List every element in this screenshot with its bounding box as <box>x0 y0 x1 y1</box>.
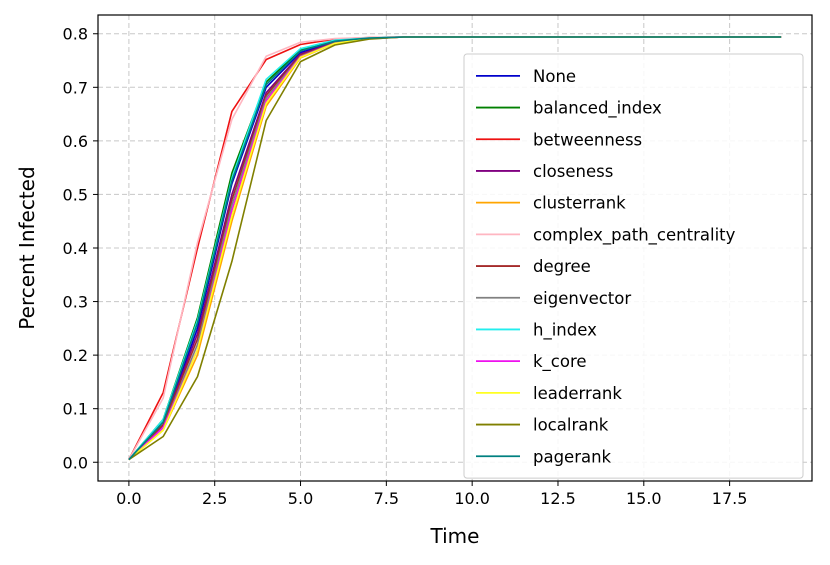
legend-label: k_core <box>533 352 587 372</box>
x-tick-label: 10.0 <box>454 489 490 508</box>
x-tick-label: 15.0 <box>626 489 662 508</box>
x-tick-label: 2.5 <box>202 489 227 508</box>
series-line-pagerank <box>128 36 782 461</box>
y-tick-label: 0.3 <box>63 293 88 312</box>
legend-label: closeness <box>533 162 613 181</box>
y-tick-label: 0.2 <box>63 346 88 365</box>
legend-box <box>463 53 804 479</box>
y-tick-label: 0.0 <box>63 453 88 472</box>
series-lines <box>128 36 782 461</box>
legend-label: h_index <box>533 320 597 340</box>
y-axis-title: Percent Infected <box>15 166 39 329</box>
x-tick-label: 7.5 <box>374 489 399 508</box>
y-tick-label: 0.4 <box>63 239 88 258</box>
legend-label: complex_path_centrality <box>533 225 736 245</box>
legend-label: None <box>533 67 576 86</box>
y-tick-label: 0.7 <box>63 78 88 97</box>
x-tick-label: 5.0 <box>288 489 313 508</box>
y-tick-label: 0.1 <box>63 400 88 419</box>
legend-label: balanced_index <box>533 99 662 119</box>
x-tick-label: 12.5 <box>540 489 576 508</box>
legend-label: betweenness <box>533 130 642 149</box>
legend-label: eigenvector <box>533 289 631 308</box>
legend-label: localrank <box>533 416 609 435</box>
x-tick-label: 0.0 <box>116 489 141 508</box>
x-axis-title: Time <box>430 524 480 548</box>
legend-label: pagerank <box>533 447 612 466</box>
y-tick-label: 0.5 <box>63 185 88 204</box>
y-tick-label: 0.6 <box>63 132 88 151</box>
y-tick-label: 0.8 <box>63 25 88 44</box>
axis-ticks: 0.0 2.5 5.0 7.5 10.0 12.5 15.0 17.5 0.0 0.1 0.2 0.3… <box>63 25 748 508</box>
x-tick-label: 17.5 <box>712 489 748 508</box>
legend-label: leaderrank <box>533 384 622 403</box>
legend-label: clusterrank <box>533 194 626 213</box>
legend-label: degree <box>533 257 591 276</box>
legend: None balanced_index betweenness closeness cl… <box>463 53 804 479</box>
